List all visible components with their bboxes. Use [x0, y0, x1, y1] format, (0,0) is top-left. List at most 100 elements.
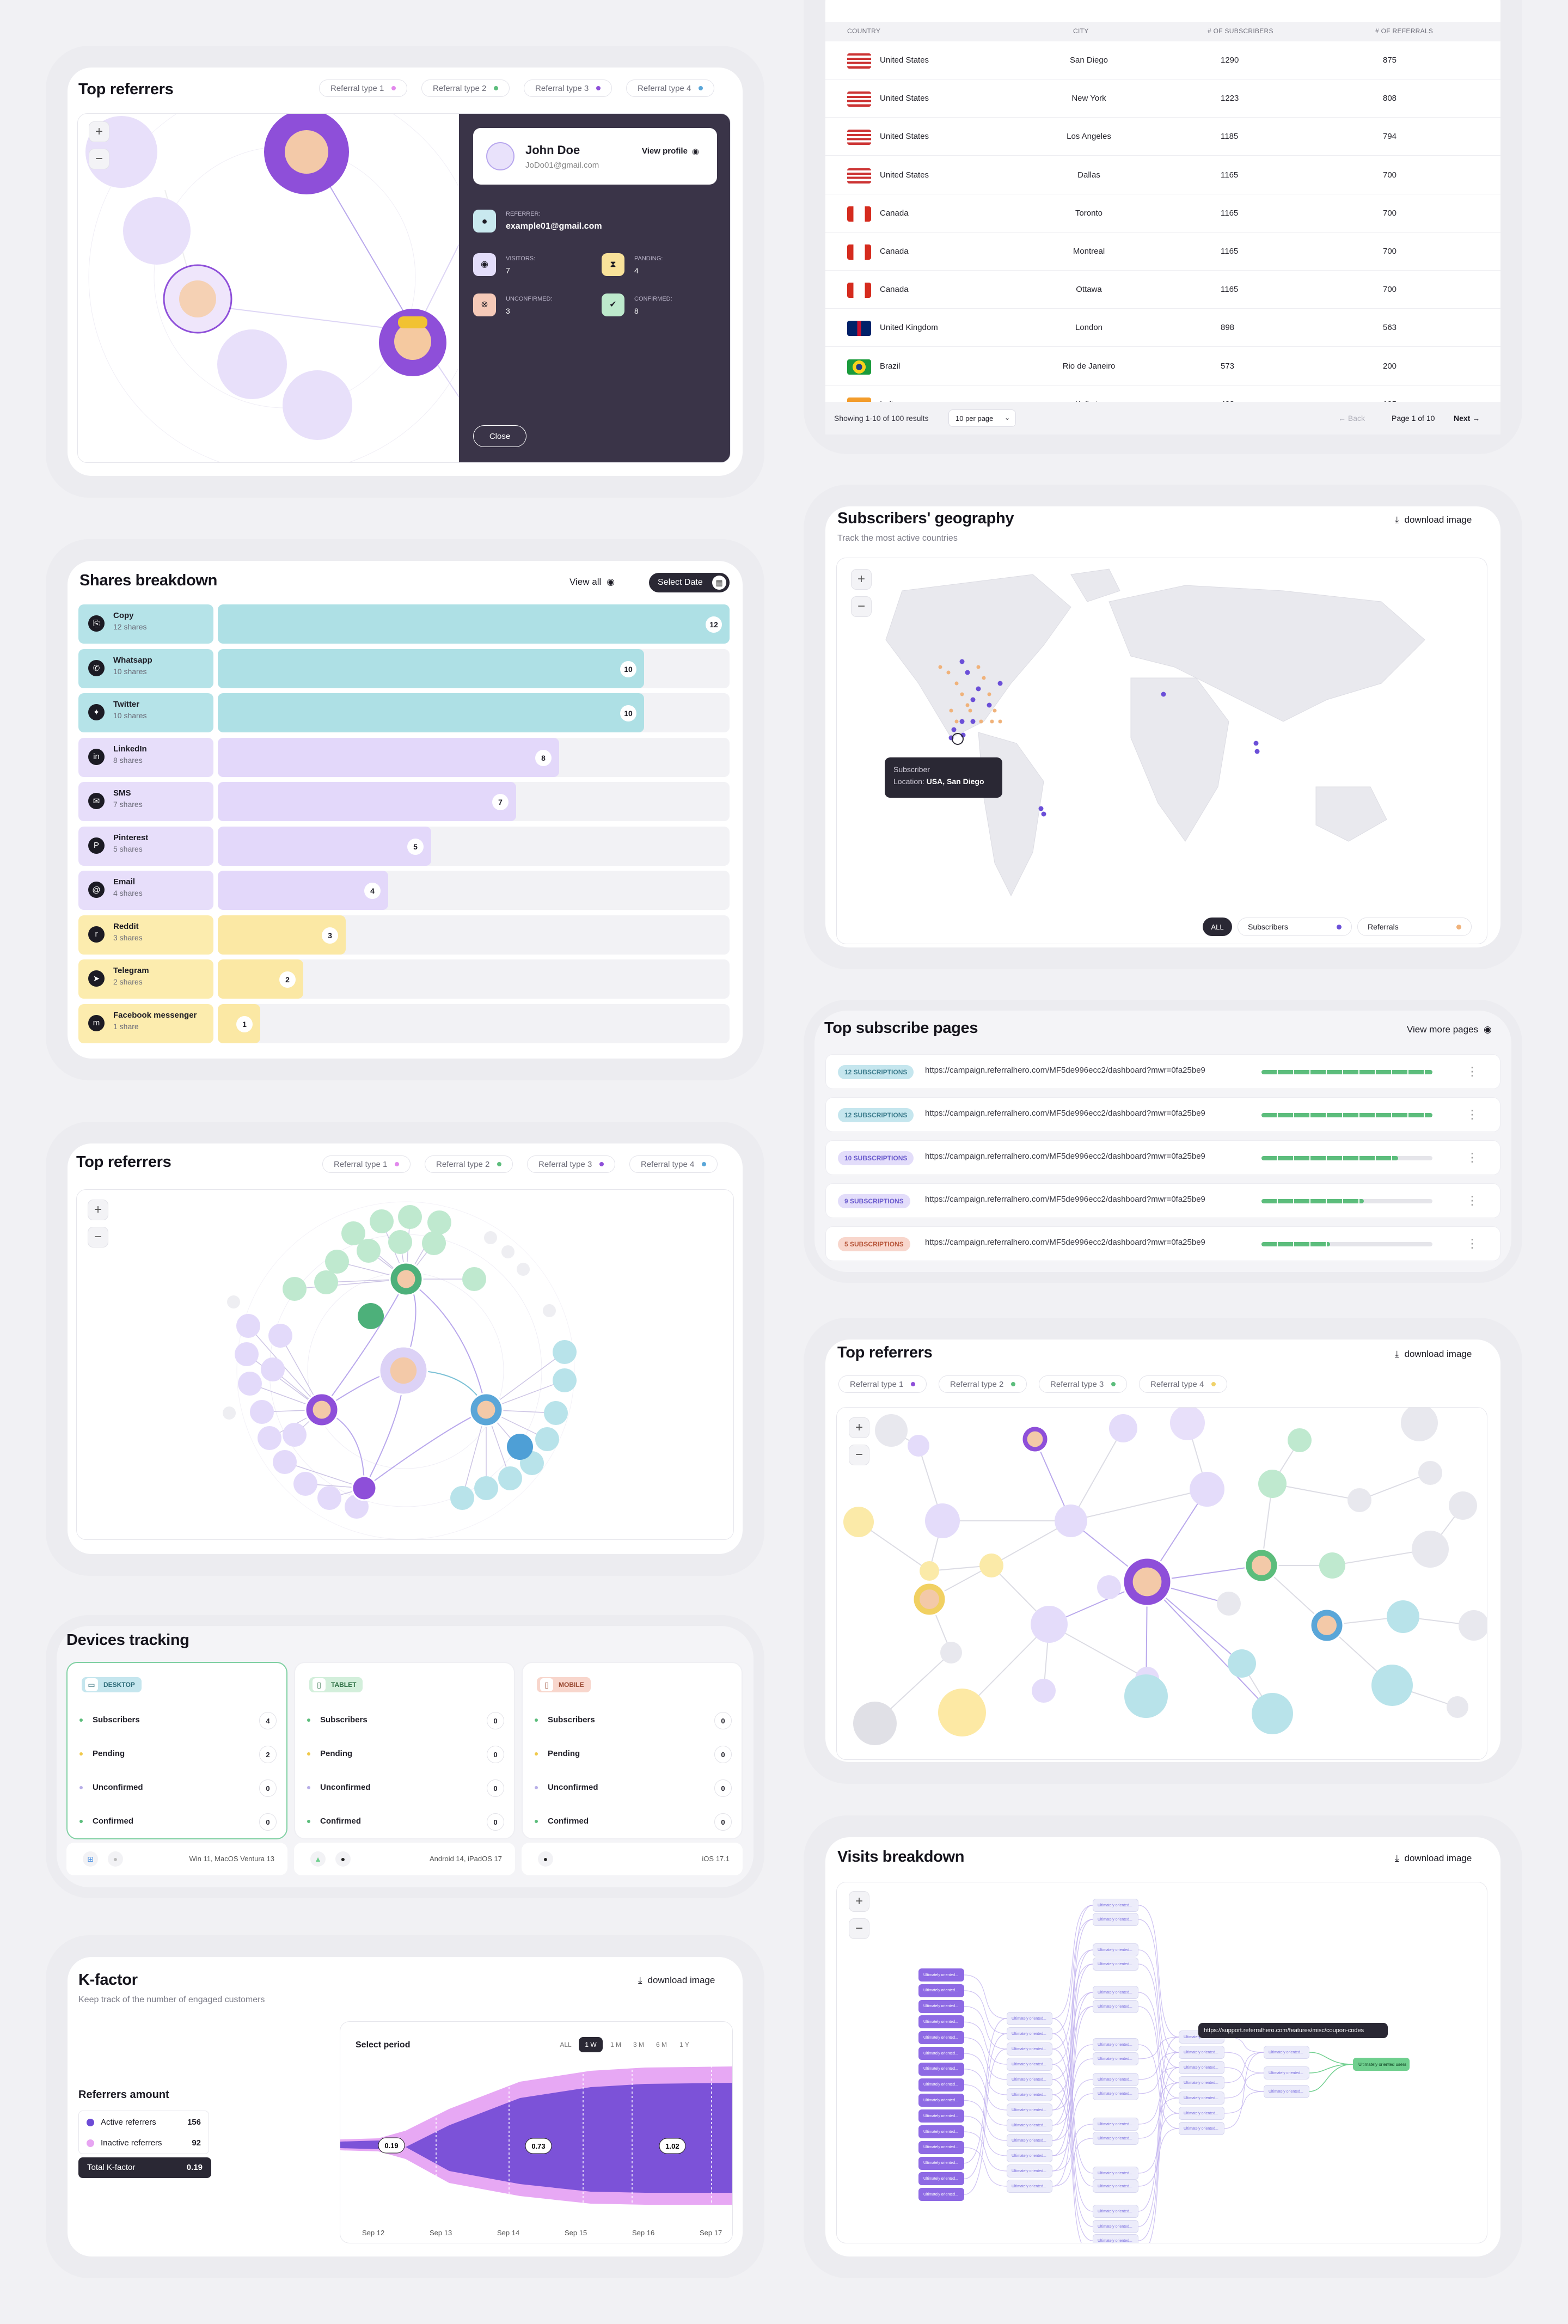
visit-node[interactable]: Ultimately oriented... [1093, 1913, 1138, 1926]
zoom-out-button[interactable]: − [849, 1918, 869, 1939]
zoom-out-button[interactable]: − [849, 1445, 869, 1465]
visit-node[interactable]: Ultimately oriented... [1179, 2046, 1224, 2059]
share-row-telegram[interactable]: ➤ Telegram 2 shares 2 [78, 959, 732, 999]
zoom-out-button[interactable]: − [851, 596, 872, 617]
filter-pill-2[interactable]: Referral type 2 [421, 79, 510, 97]
visit-node[interactable]: Ultimately oriented... [1007, 2012, 1052, 2025]
visit-node[interactable]: Ultimately oriented... [1179, 2076, 1224, 2089]
visit-node[interactable]: Ultimately oriented... [918, 1984, 964, 1997]
period-tab-all[interactable]: ALL [560, 2041, 572, 2048]
page-url[interactable]: https://campaign.referralhero.com/MF5de9… [925, 1066, 1205, 1075]
geography-download-button[interactable]: ⤓ download image [1395, 511, 1472, 529]
visit-node[interactable]: Ultimately oriented... [918, 2140, 964, 2154]
zoom-in-button[interactable]: + [849, 1417, 869, 1438]
filter-pill-4[interactable]: Referral type 4 [629, 1155, 718, 1173]
visit-node[interactable]: Ultimately oriented... [1179, 2107, 1224, 2120]
visit-node[interactable]: Ultimately oriented... [918, 2156, 964, 2170]
filter-pill-2[interactable]: Referral type 2 [939, 1375, 1027, 1393]
table-row[interactable]: Canada Ottawa 1165 700 [825, 271, 1500, 309]
visit-node[interactable]: Ultimately oriented... [1007, 2149, 1052, 2162]
more-options-icon[interactable]: ⋮ [1466, 1151, 1478, 1164]
zoom-in-button[interactable]: + [88, 1200, 108, 1220]
visit-node[interactable]: Ultimately oriented... [918, 2172, 964, 2186]
back-button[interactable]: ← Back [1338, 414, 1365, 423]
page-url[interactable]: https://campaign.referralhero.com/MF5de9… [925, 1109, 1205, 1118]
visit-node[interactable]: Ultimately oriented... [1264, 2046, 1309, 2059]
visit-node[interactable]: Ultimately oriented... [1007, 2134, 1052, 2147]
table-row[interactable]: United States Dallas 1165 700 [825, 156, 1500, 194]
share-row-twitter[interactable]: ✦ Twitter 10 shares 10 [78, 693, 732, 732]
page-url[interactable]: https://campaign.referralhero.com/MF5de9… [925, 1195, 1205, 1204]
visit-node[interactable]: Ultimately oriented... [918, 1968, 964, 1981]
visit-node[interactable]: Ultimately oriented... [1093, 2234, 1138, 2243]
page-url[interactable]: https://campaign.referralhero.com/MF5de9… [925, 1152, 1205, 1161]
select-date-button[interactable]: Select Date ▦ [649, 573, 730, 592]
visit-node[interactable]: Ultimately oriented... [918, 1999, 964, 2013]
period-tab-6m[interactable]: 6 M [656, 2041, 667, 2048]
share-row-pinterest[interactable]: P Pinterest 5 shares 5 [78, 826, 732, 866]
legend-subscribers-button[interactable]: Subscribers [1238, 918, 1352, 936]
filter-pill-4[interactable]: Referral type 4 [626, 79, 715, 97]
visit-node[interactable]: Ultimately oriented... [1007, 2119, 1052, 2132]
visit-node[interactable]: Ultimately oriented... [1093, 2052, 1138, 2065]
table-row[interactable]: Canada Toronto 1165 700 [825, 194, 1500, 233]
zoom-out-button[interactable]: − [88, 1227, 108, 1247]
subscribe-page-row[interactable]: 12 SUBSCRIPTIONS https://campaign.referra… [825, 1054, 1500, 1089]
more-options-icon[interactable]: ⋮ [1466, 1237, 1478, 1250]
view-profile-link[interactable]: View profile ◉ [642, 146, 699, 156]
zoom-out-button[interactable]: − [89, 149, 109, 169]
share-row-facebook-messenger[interactable]: m Facebook messenger 1 share 1 [78, 1004, 732, 1043]
filter-pill-3[interactable]: Referral type 3 [524, 79, 612, 97]
visit-node[interactable]: Ultimately oriented... [1179, 2122, 1224, 2135]
close-button[interactable]: Close [473, 425, 526, 447]
device-card-mobile[interactable]: ▯ MOBILE Subscribers 0 Pending 0 Unconfirmed 0 C… [522, 1662, 743, 1839]
visit-node[interactable]: Ultimately oriented... [1007, 2103, 1052, 2117]
visit-node[interactable]: Ultimately oriented... [1093, 2167, 1138, 2180]
visit-node[interactable]: Ultimately oriented... [918, 2078, 964, 2091]
subscribe-page-row[interactable]: 5 SUBSCRIPTIONS https://campaign.referral… [825, 1226, 1500, 1261]
visit-node[interactable]: Ultimately oriented... [1093, 1986, 1138, 1999]
visits-download-button[interactable]: ⤓ download image [1395, 1849, 1472, 1868]
page-url[interactable]: https://campaign.referralhero.com/MF5de9… [925, 1238, 1205, 1247]
filter-pill-1[interactable]: Referral type 1 [319, 79, 408, 97]
subscribe-page-row[interactable]: 12 SUBSCRIPTIONS https://campaign.referra… [825, 1097, 1500, 1132]
next-button[interactable]: Next → [1454, 414, 1480, 423]
visit-node[interactable]: Ultimately oriented... [918, 2125, 964, 2138]
visit-node[interactable]: Ultimately oriented... [1093, 2073, 1138, 2086]
visit-node[interactable]: Ultimately oriented... [918, 2047, 964, 2060]
visit-node[interactable]: Ultimately oriented... [1093, 1943, 1138, 1956]
visit-node[interactable]: Ultimately oriented... [1007, 2088, 1052, 2101]
legend-all-button[interactable]: ALL [1203, 918, 1232, 936]
filter-pill-2[interactable]: Referral type 2 [425, 1155, 513, 1173]
visit-node[interactable]: Ultimately oriented... [1093, 2038, 1138, 2051]
table-row[interactable]: United Kingdom London 898 563 [825, 309, 1500, 347]
table-row[interactable]: United States Los Angeles 1185 794 [825, 118, 1500, 156]
visit-node[interactable]: Ultimately oriented... [1007, 2073, 1052, 2086]
visit-node[interactable]: Ultimately oriented... [918, 2109, 964, 2123]
visit-node[interactable]: Ultimately oriented... [918, 2094, 964, 2107]
final-node[interactable]: Ultimately oriented users [1353, 2058, 1410, 2071]
visit-node[interactable]: Ultimately oriented... [1093, 2000, 1138, 2013]
view-all-button[interactable]: View all ◉ [569, 573, 615, 591]
visit-node[interactable]: Ultimately oriented... [1179, 2091, 1224, 2105]
filter-pill-1[interactable]: Referral type 1 [838, 1375, 927, 1393]
period-tab-1w[interactable]: 1 W [579, 2037, 603, 2052]
visit-node[interactable]: Ultimately oriented... [1007, 2180, 1052, 2193]
kfactor-download-button[interactable]: ⤓ download image [638, 1971, 715, 1990]
referrers-download-button[interactable]: ⤓ download image [1395, 1345, 1472, 1363]
legend-referrals-button[interactable]: Referrals [1357, 918, 1472, 936]
period-tab-3m[interactable]: 3 M [633, 2041, 644, 2048]
visit-node[interactable]: Ultimately oriented... [1093, 2205, 1138, 2218]
subscribe-page-row[interactable]: 10 SUBSCRIPTIONS https://campaign.referra… [825, 1140, 1500, 1175]
more-options-icon[interactable]: ⋮ [1466, 1108, 1478, 1121]
visit-node[interactable]: Ultimately oriented... [1007, 2058, 1052, 2071]
filter-pill-3[interactable]: Referral type 3 [527, 1155, 616, 1173]
share-row-copy[interactable]: ⎘ Copy 12 shares 12 [78, 604, 732, 644]
zoom-in-button[interactable]: + [851, 569, 872, 590]
period-tab-1y[interactable]: 1 Y [679, 2041, 689, 2048]
table-row[interactable]: Brazil Rio de Janeiro 573 200 [825, 347, 1500, 386]
visit-node[interactable]: Ultimately oriented... [1093, 2180, 1138, 2193]
world-map[interactable] [837, 558, 1487, 944]
more-options-icon[interactable]: ⋮ [1466, 1065, 1478, 1078]
visit-node[interactable]: Ultimately oriented... [918, 2062, 964, 2076]
